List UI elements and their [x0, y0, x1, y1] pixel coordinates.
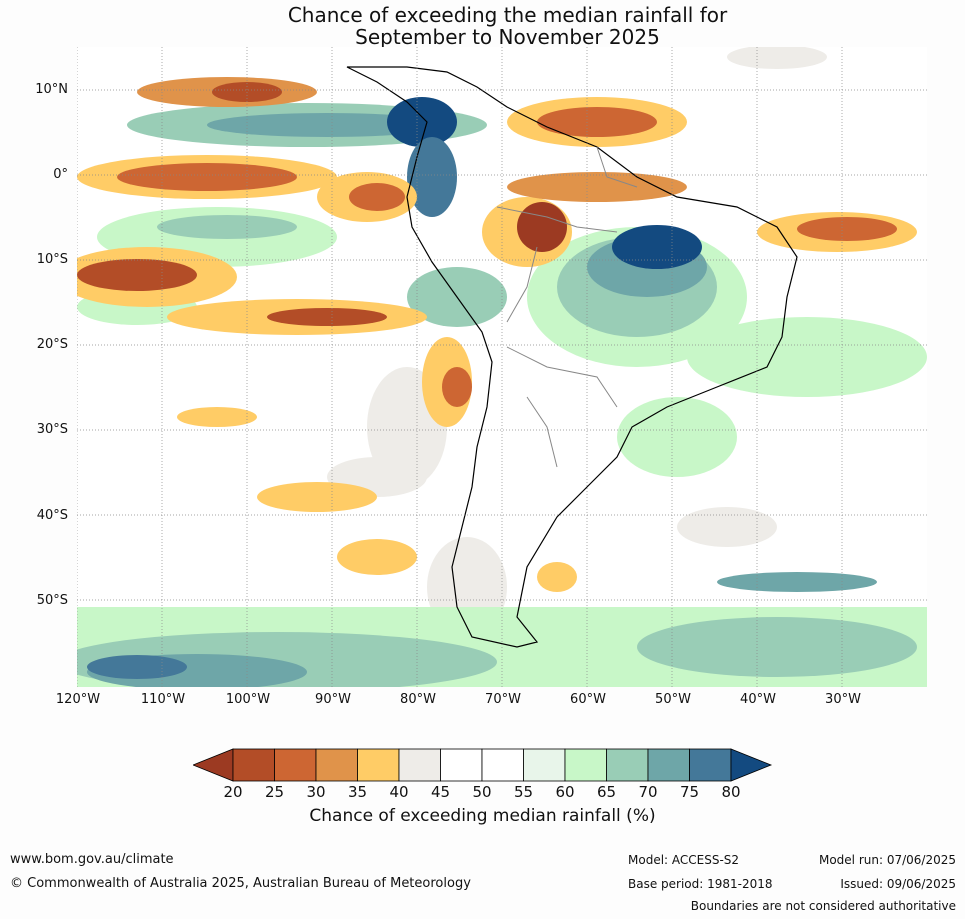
colorbar-tick-label: 35: [347, 783, 368, 801]
colorbar-tick-label: 40: [389, 783, 409, 801]
lat-label-10s: 10°S: [36, 252, 68, 267]
colorbar-bin: [689, 748, 732, 782]
colorbar-bin: [440, 748, 483, 782]
lon-label-40w: 40°W: [740, 692, 776, 707]
lon-label-30w: 30°W: [825, 692, 861, 707]
colorbar-extend-high: [730, 748, 773, 782]
colorbar-tick-label: 70: [638, 783, 658, 801]
title-line-1: Chance of exceeding the median rainfall …: [287, 3, 728, 27]
lon-label-110w: 110°W: [140, 692, 186, 707]
footer-boundaries-note: Boundaries are not considered authoritat…: [690, 899, 956, 913]
colorbar-tick-label: 55: [513, 783, 534, 801]
colorbar-tick-label: 20: [223, 783, 243, 801]
colorbar-tick-label: 75: [679, 783, 700, 801]
colorbar-bin: [315, 748, 358, 782]
colorbar-title: Chance of exceeding median rainfall (%): [309, 806, 656, 826]
lat-label-30s: 30°S: [36, 422, 68, 437]
colorbar-extend-low: [191, 748, 234, 782]
colorbar-bin: [274, 748, 317, 782]
lat-label-20s: 20°S: [36, 337, 68, 352]
lat-label-50s: 50°S: [36, 593, 68, 608]
colorbar-tick-label: 60: [555, 783, 575, 801]
footer-model: Model: ACCESS-S2: [628, 853, 740, 867]
colorbar-bin: [647, 748, 690, 782]
colorbar-bin: [357, 748, 400, 782]
colorbar-tick-label: 65: [596, 783, 617, 801]
lon-label-120w: 120°W: [55, 692, 101, 707]
lon-label-60w: 60°W: [570, 692, 606, 707]
colorbar-bin: [398, 748, 441, 782]
lon-label-90w: 90°W: [315, 692, 351, 707]
colorbar-tick-label: 25: [264, 783, 285, 801]
footer-base-period: Base period: 1981-2018: [628, 877, 773, 891]
colorbar-bin: [564, 748, 607, 782]
lon-label-70w: 70°W: [485, 692, 521, 707]
graticule: [77, 47, 927, 687]
lat-label-40s: 40°S: [36, 508, 68, 523]
colorbar-tick-label: 45: [430, 783, 451, 801]
chart-title: Chance of exceeding the median rainfall …: [0, 4, 965, 48]
footer-model-run: Model run: 07/06/2025: [818, 853, 956, 867]
colorbar-bin: [232, 748, 275, 782]
colorbar-bin: [481, 748, 524, 782]
footer-copyright: © Commonwealth of Australia 2025, Austra…: [10, 876, 471, 891]
colorbar-tick-label: 80: [721, 783, 741, 801]
lon-label-50w: 50°W: [655, 692, 691, 707]
coastline: [346, 66, 798, 648]
colorbar-bin: [606, 748, 649, 782]
lat-label-0: 0°: [53, 167, 68, 182]
colorbar-tick-label: 30: [306, 783, 326, 801]
rainfall-probability-map: [77, 47, 927, 687]
colorbar: [191, 747, 773, 783]
footer-website: www.bom.gov.au/climate: [10, 852, 174, 867]
title-line-2: September to November 2025: [355, 25, 660, 49]
colorbar-tick-label: 50: [472, 783, 492, 801]
lat-label-10n: 10°N: [35, 82, 68, 97]
footer-issued: Issued: 09/06/2025: [840, 877, 956, 891]
colorbar-bin: [523, 748, 566, 782]
lon-label-100w: 100°W: [225, 692, 271, 707]
lon-label-80w: 80°W: [400, 692, 436, 707]
